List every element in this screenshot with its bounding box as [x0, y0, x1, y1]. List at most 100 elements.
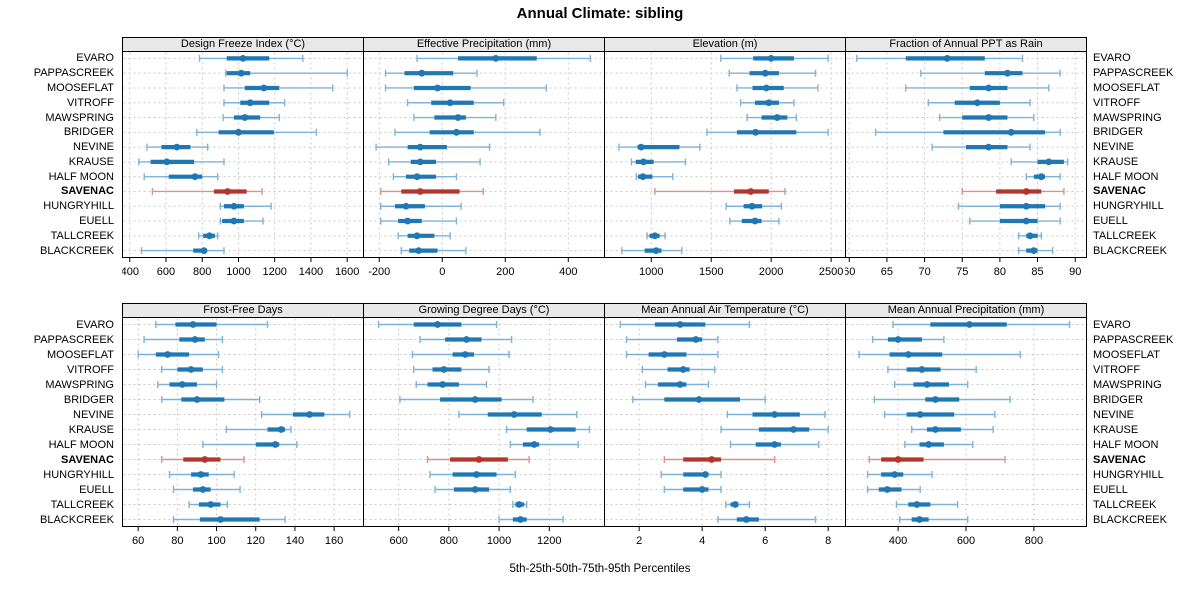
- median-dot: [187, 366, 195, 373]
- percentile-row-vitroff: [846, 366, 1086, 373]
- percentile-row-bridger: [123, 396, 363, 403]
- median-dot: [676, 381, 684, 388]
- median-dot: [434, 84, 441, 92]
- median-dot: [235, 128, 242, 136]
- site-label-tallcreek: TALLCREEK: [1093, 229, 1157, 242]
- percentile-row-mawspring: [123, 381, 363, 388]
- axis-tick-label: 2500: [819, 266, 843, 278]
- percentile-row-blackcreek: [605, 516, 845, 523]
- percentile-row-pappascreek: [605, 336, 845, 343]
- site-label-mawspring: MAWSPRING: [45, 378, 114, 391]
- percentile-row-euell: [846, 486, 1086, 493]
- percentile-row-mooseflat: [605, 84, 845, 92]
- axis-tick-label: -200: [368, 266, 390, 278]
- panel-strip-fraction-of-annual-ppt-as-rain: Fraction of Annual PPT as Rain: [845, 37, 1087, 52]
- percentile-row-half-moon: [846, 173, 1086, 181]
- site-label-savenac: SAVENAC: [1093, 185, 1146, 198]
- axis-tick-label: 200: [496, 266, 514, 278]
- percentile-row-krause: [123, 158, 363, 166]
- median-dot: [762, 84, 770, 92]
- site-label-blackcreek: BLACKCREEK: [1093, 244, 1167, 257]
- site-label-blackcreek: BLACKCREEK: [40, 513, 114, 526]
- site-labels-left-top: EVARO PAPPASCREEK MOOSEFLAT VITROFF MAWSPRIN…: [2, 51, 118, 258]
- percentile-row-bridger: [846, 128, 1086, 136]
- site-label-tallcreek: TALLCREEK: [50, 229, 114, 242]
- axis-tick-label: 140: [286, 535, 304, 547]
- median-dot: [454, 114, 462, 121]
- axis-tick-label: 400: [559, 266, 577, 278]
- median-dot: [515, 501, 523, 508]
- percentile-row-savenac: [846, 187, 1086, 195]
- axis-tick-label: 120: [247, 535, 265, 547]
- axis-tick-label: 65: [881, 266, 893, 278]
- median-dot: [547, 426, 554, 433]
- site-label-nevine: NEVINE: [1093, 141, 1134, 154]
- axis-tick-label: 400: [122, 266, 139, 278]
- percentile-row-mawspring: [605, 114, 845, 122]
- site-labels-right-top: EVARO PAPPASCREEK MOOSEFLAT VITROFF MAWSPRIN…: [1089, 51, 1199, 258]
- panel-canvas-mean-annual-air-temperature-c-: 2 4 6 8: [604, 317, 846, 547]
- percentile-row-euell: [123, 486, 363, 493]
- median-dot: [306, 411, 314, 418]
- median-dot: [748, 202, 756, 210]
- percentile-row-pappascreek: [846, 69, 1086, 77]
- percentile-row-krause: [846, 158, 1086, 166]
- percentile-row-krause: [605, 426, 845, 433]
- median-dot: [434, 321, 441, 328]
- axis-tick-label: 80: [171, 535, 183, 547]
- axis-tick-label: 800: [440, 535, 458, 547]
- site-label-krause: KRAUSE: [1093, 423, 1139, 436]
- percentile-row-mooseflat: [364, 84, 604, 92]
- axis-tick-label: 0: [439, 266, 445, 278]
- site-label-bridger: BRIDGER: [63, 126, 114, 139]
- median-dot: [943, 54, 951, 62]
- site-label-krause: KRAUSE: [68, 423, 114, 436]
- median-dot: [197, 471, 205, 478]
- panel-canvas-elevation-m-: 1000 1500 2000 2500: [604, 51, 846, 278]
- percentile-row-tallcreek: [123, 232, 363, 240]
- axis-tick-label: 1000: [639, 266, 663, 278]
- percentile-row-evaro: [846, 54, 1086, 62]
- site-label-savenac: SAVENAC: [61, 453, 114, 466]
- percentile-row-krause: [364, 158, 604, 166]
- axis-caption: 5th-25th-50th-75th-95th Percentiles: [509, 563, 691, 575]
- axis-tick-label: 1600: [335, 266, 359, 278]
- percentile-row-hungryhill: [123, 471, 363, 478]
- percentile-row-mooseflat: [605, 351, 845, 358]
- median-dot: [640, 158, 647, 166]
- percentile-row-half-moon: [123, 173, 363, 181]
- median-dot: [178, 381, 186, 388]
- site-label-krause: KRAUSE: [68, 155, 114, 168]
- median-dot: [925, 441, 933, 448]
- axis-tick-label: 600: [957, 535, 975, 547]
- site-label-evaro: EVARO: [1093, 52, 1131, 65]
- axis-tick-label: 85: [1031, 266, 1043, 278]
- site-label-bridger: BRIDGER: [63, 393, 114, 406]
- panel-strip-mean-annual-air-temperature-c-: Mean Annual Air Temperature (°C): [604, 303, 846, 318]
- median-dot: [985, 143, 992, 151]
- site-label-hungryhill: HUNGRYHILL: [43, 468, 114, 481]
- panel-border: [363, 317, 605, 527]
- percentile-row-tallcreek: [364, 501, 604, 508]
- site-label-bridger: BRIDGER: [1093, 126, 1144, 139]
- percentile-row-hungryhill: [364, 202, 604, 210]
- percentile-row-nevine: [605, 411, 845, 418]
- median-dot: [471, 486, 479, 493]
- median-dot: [207, 501, 215, 508]
- axis-tick-label: 160: [325, 535, 343, 547]
- median-dot: [679, 366, 687, 373]
- median-dot: [461, 351, 469, 358]
- median-dot: [894, 456, 902, 463]
- percentile-row-savenac: [846, 456, 1086, 463]
- site-label-tallcreek: TALLCREEK: [1093, 498, 1157, 511]
- site-label-evaro: EVARO: [1093, 318, 1131, 331]
- percentile-row-savenac: [123, 456, 363, 463]
- panel-canvas-effective-precipitation-mm-: -200 0 200 400: [363, 51, 605, 278]
- median-dot: [652, 247, 660, 255]
- axis-tick-label: 1500: [699, 266, 723, 278]
- percentile-row-mooseflat: [364, 351, 604, 358]
- site-label-half-moon: HALF MOON: [1093, 170, 1159, 183]
- median-dot: [751, 217, 759, 225]
- median-dot: [747, 188, 755, 195]
- percentile-row-evaro: [364, 54, 604, 62]
